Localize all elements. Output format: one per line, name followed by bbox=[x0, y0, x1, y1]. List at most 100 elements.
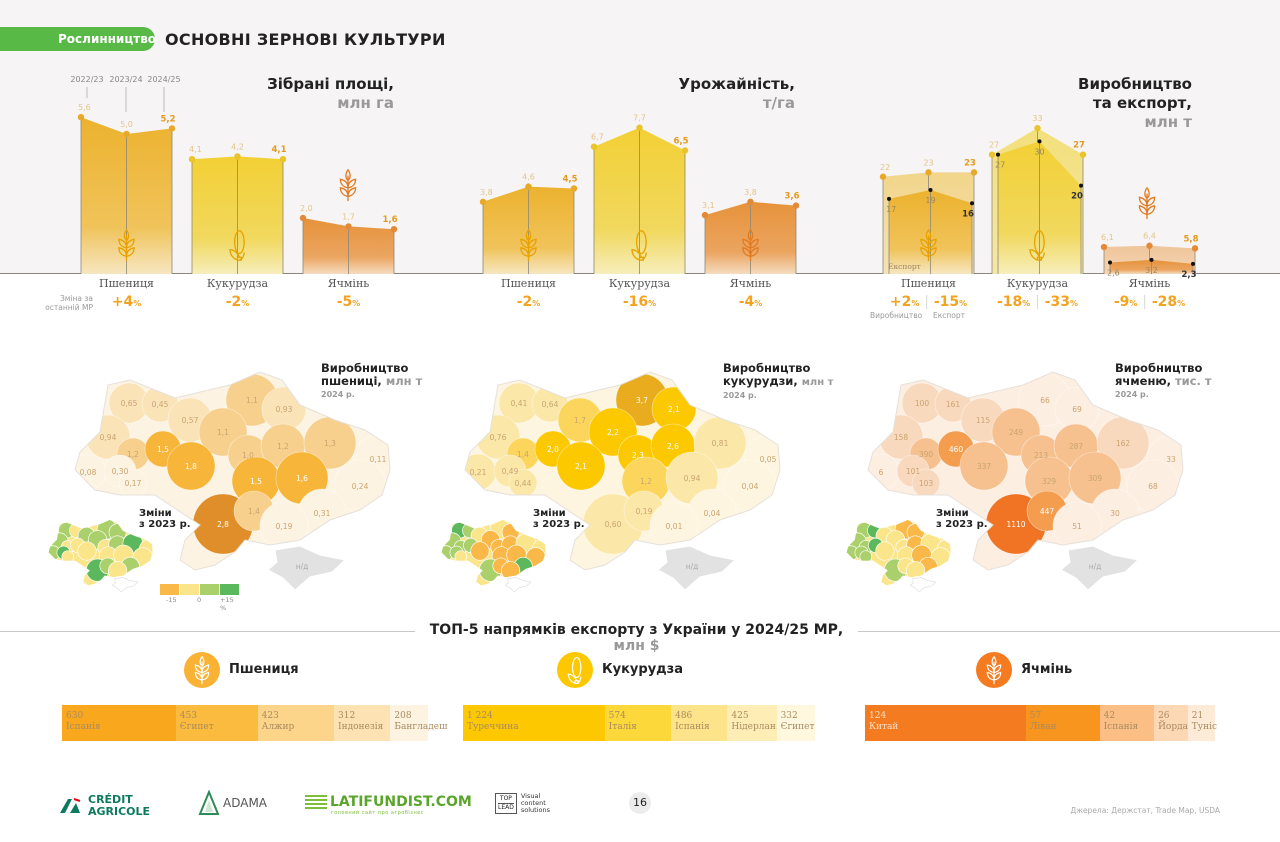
map-change-title: Зміни з 2023 р. bbox=[533, 508, 585, 530]
change-number: -5 bbox=[336, 294, 353, 310]
region bbox=[166, 441, 216, 491]
inset-regions bbox=[441, 520, 546, 582]
data-label: 3,2 bbox=[1145, 266, 1158, 275]
region-value: 0,21 bbox=[470, 468, 487, 477]
export-value: 423 bbox=[261, 711, 279, 721]
export-country: Китай bbox=[869, 722, 899, 732]
data-point bbox=[590, 143, 598, 150]
map-title-wheat: Виробництво пшениці, млн т 2024 р. bbox=[321, 361, 423, 400]
region-value: 3,7 bbox=[636, 396, 648, 405]
export-country: Туреччина bbox=[467, 722, 519, 732]
change-pair: -18% | -33% bbox=[996, 294, 1079, 310]
data-point bbox=[988, 151, 996, 158]
year-label: 2022/23 bbox=[70, 75, 103, 84]
export-country: Йордан. bbox=[1158, 722, 1197, 732]
export-segment: 57 Ліван bbox=[1025, 705, 1100, 741]
change-pair: +2% | -15% bbox=[889, 294, 968, 310]
region-value: 158 bbox=[894, 433, 909, 442]
change-value: -16% bbox=[622, 294, 657, 310]
region-value: 0,93 bbox=[276, 405, 293, 414]
category-label: Ячмінь bbox=[1128, 277, 1171, 290]
change-value: -2% bbox=[516, 294, 541, 310]
region-value: 1,6 bbox=[296, 474, 308, 483]
maps-svg: 0,65 0,45 0,57 1,1 0,93 0,94 1,1 1,2 1,5 1,0 1,2 1,… bbox=[48, 371, 1184, 593]
data-point bbox=[792, 202, 800, 209]
area-unit: млн га bbox=[337, 94, 394, 112]
data-label: 27 bbox=[1073, 141, 1085, 151]
region-value: 1,2 bbox=[640, 477, 652, 486]
region-value: 1,0 bbox=[242, 451, 254, 460]
ukraine-border bbox=[867, 371, 1184, 571]
legend-label: 0 bbox=[197, 596, 202, 604]
region-value: 33 bbox=[1166, 455, 1176, 464]
region-value: 0,57 bbox=[182, 416, 199, 425]
category-label: Ячмінь bbox=[729, 277, 772, 290]
credit-agricole-icon bbox=[60, 798, 81, 813]
category-label: Кукурудза bbox=[206, 277, 269, 290]
change-value: -4% bbox=[738, 294, 763, 310]
region-value: 69 bbox=[1072, 405, 1082, 414]
region-value: 2,6 bbox=[667, 442, 679, 451]
region-value: 1,5 bbox=[250, 477, 262, 486]
area-title: Зібрані площі, bbox=[267, 75, 394, 93]
legend-swatch bbox=[200, 584, 219, 595]
adama-icon bbox=[198, 790, 220, 815]
export-segment: 312 Індонезія bbox=[334, 705, 391, 741]
data-label: 4,5 bbox=[562, 175, 577, 185]
region-value: 0,44 bbox=[515, 479, 532, 488]
data-label: 27 bbox=[989, 141, 999, 150]
credit-agricole-logo: CRÉDIT AGRICOLE bbox=[58, 794, 150, 818]
export-change: -28% bbox=[1151, 294, 1186, 310]
sources: Джерела: Держстат, Trade Map, USDA bbox=[1070, 806, 1220, 815]
data-label: 33 bbox=[1032, 114, 1042, 123]
region-value: 0,94 bbox=[684, 474, 701, 483]
region-value: 51 bbox=[1072, 522, 1082, 531]
latifundist-logo: LATIFUNDIST.COM головний сайт про агробі… bbox=[305, 794, 472, 816]
data-point bbox=[1108, 260, 1112, 265]
data-point bbox=[928, 188, 933, 193]
export-segment: 124 Китай bbox=[865, 705, 1026, 741]
export-country: Індонезія bbox=[338, 722, 384, 732]
data-label: 5,2 bbox=[160, 114, 175, 124]
region-value: 0,17 bbox=[125, 479, 142, 488]
change-inset-map bbox=[441, 520, 546, 593]
data-point bbox=[681, 147, 689, 154]
data-point bbox=[1191, 261, 1195, 266]
region-value: 2,1 bbox=[575, 462, 587, 471]
region-value: 447 bbox=[1040, 507, 1055, 516]
data-point bbox=[879, 173, 887, 180]
region-value: 0,41 bbox=[511, 399, 528, 408]
inset-region bbox=[501, 561, 521, 581]
legend-label: -15 bbox=[166, 596, 177, 604]
export-country: Нідерлан. bbox=[731, 722, 779, 732]
data-label: 2,3 bbox=[1181, 270, 1196, 280]
map-wheat: 0,65 0,45 0,57 1,1 0,93 0,94 1,1 1,2 1,5 1,0 1,2 1,… bbox=[74, 371, 391, 591]
data-point bbox=[1079, 183, 1083, 188]
change-pair: -9% | -28% bbox=[1113, 294, 1186, 310]
export-value: 124 bbox=[869, 711, 887, 721]
data-point bbox=[168, 125, 176, 132]
region-value: 1,5 bbox=[157, 445, 169, 454]
data-label: 20 bbox=[1071, 192, 1083, 202]
export-country: Ліван bbox=[1029, 722, 1057, 732]
export-value: 208 bbox=[394, 711, 412, 721]
region-value: 287 bbox=[1069, 442, 1084, 451]
crimea-region bbox=[1060, 545, 1140, 591]
data-label: 3,6 bbox=[784, 192, 799, 202]
crimea-region bbox=[657, 545, 737, 591]
data-point bbox=[970, 201, 974, 206]
region-value: 0,19 bbox=[636, 507, 653, 516]
region-value: 115 bbox=[976, 416, 991, 425]
region-value: 30 bbox=[1110, 509, 1120, 518]
data-point bbox=[345, 223, 352, 230]
region-value: 68 bbox=[1148, 482, 1158, 491]
export-value: 26 bbox=[1158, 711, 1170, 721]
region-value: н/д bbox=[296, 562, 309, 571]
data-point bbox=[887, 196, 891, 201]
corn-icon bbox=[567, 656, 582, 684]
data-point bbox=[279, 156, 287, 163]
crop-label: Кукурудза bbox=[602, 662, 684, 677]
region-value: 460 bbox=[949, 445, 964, 454]
inset-region bbox=[875, 541, 895, 561]
region-value: 1,4 bbox=[517, 450, 529, 459]
